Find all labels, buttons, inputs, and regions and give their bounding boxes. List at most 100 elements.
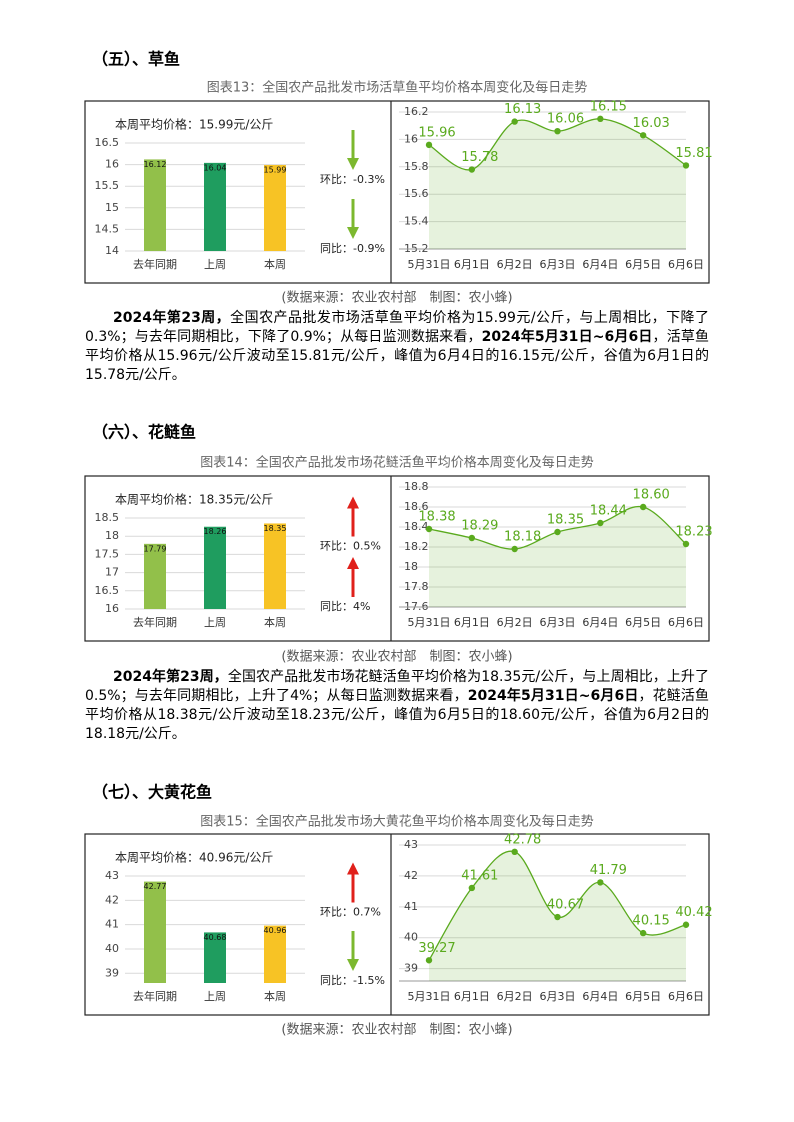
x-tick-label: 6月1日 [454, 990, 490, 1003]
point-label: 18.35 [547, 513, 584, 528]
change-label: 同比：-1.5% [320, 974, 385, 987]
y-tick-label: 42 [404, 869, 418, 882]
area [429, 118, 686, 249]
x-tick-label: 6月1日 [454, 258, 490, 271]
point-label: 18.23 [675, 525, 712, 540]
section-heading: （七）、大黄花鱼 [92, 783, 212, 802]
x-tick-label: 6月6日 [668, 990, 704, 1003]
change-arrow-head [347, 496, 359, 509]
x-tick-label: 6月4日 [582, 616, 618, 629]
change-label: 同比：4% [320, 600, 370, 613]
change-arrow-head [347, 862, 359, 875]
point [468, 166, 476, 173]
bar-value-label: 17.79 [144, 544, 167, 553]
point [468, 534, 476, 542]
point-label: 18.44 [590, 504, 627, 519]
point [468, 884, 476, 892]
bar [204, 162, 226, 251]
figure-caption: 图表14：全国农产品批发市场花鲢活鱼平均价格本周变化及每日走势 [200, 455, 594, 471]
y-tick-label: 18.5 [95, 511, 120, 524]
point [682, 540, 690, 548]
point [554, 127, 561, 135]
change-label: 环比：0.7% [320, 906, 381, 919]
text-run: 全国农产品批发市场活草鱼平均价格为15.99元/公斤，与上周相比，下降了0.3%… [85, 310, 709, 345]
bar [204, 932, 226, 983]
y-tick-label: 17.5 [95, 547, 120, 560]
point-label: 18.60 [633, 488, 670, 503]
bar-value-label: 42.77 [144, 882, 167, 891]
x-tick-label: 6月2日 [497, 258, 533, 271]
x-tick-label: 6月5日 [625, 258, 661, 271]
text-run: 2024年第23周， [113, 310, 231, 326]
point [425, 525, 433, 533]
point-label: 42.78 [504, 832, 541, 847]
point [597, 879, 604, 886]
point [511, 118, 518, 125]
bar [264, 165, 286, 251]
y-tick-label: 18.8 [404, 480, 429, 493]
x-tick-label: 6月5日 [625, 616, 661, 629]
x-tick-label: 6月3日 [540, 258, 576, 271]
x-tick-label: 6月1日 [454, 616, 490, 629]
y-tick-label: 15.4 [404, 215, 429, 228]
point [597, 519, 604, 527]
figure-source: (数据来源：农业农村部 制图：农小蜂) [281, 1023, 512, 1038]
point-label: 18.18 [504, 530, 541, 545]
y-tick-label: 14.5 [95, 222, 120, 235]
y-tick-label: 39 [105, 966, 119, 979]
point [597, 115, 604, 123]
y-tick-label: 17 [105, 566, 119, 579]
point [554, 528, 561, 536]
bar [144, 159, 166, 251]
bar [204, 526, 226, 609]
point [425, 141, 433, 149]
x-tick-label: 上周 [204, 616, 226, 629]
x-tick-label: 6月2日 [497, 990, 533, 1003]
y-tick-label: 40 [105, 942, 119, 955]
change-arrow-head [347, 959, 359, 971]
paragraph: 2024年第23周，全国农产品批发市场花鲢活鱼平均价格为18.35元/公斤，与上… [85, 668, 709, 744]
bar-value-label: 40.68 [204, 933, 227, 942]
y-tick-label: 15 [105, 201, 119, 214]
figure-source: (数据来源：农业农村部 制图：农小蜂) [281, 650, 512, 665]
bar-chart-title: 本周平均价格：15.99元/公斤 [115, 117, 273, 132]
x-tick-label: 本周 [264, 615, 286, 629]
point-label: 18.38 [418, 510, 455, 525]
y-tick-label: 16.2 [404, 105, 429, 118]
y-tick-label: 16 [105, 158, 119, 171]
y-tick-label: 18.6 [404, 500, 429, 513]
text-run: 2024年第23周， [113, 669, 228, 685]
figure-frame [84, 475, 710, 642]
point-label: 16.06 [547, 112, 584, 127]
y-tick-label: 15.6 [404, 187, 429, 200]
point [511, 545, 518, 553]
bar [264, 523, 286, 609]
change-arrow-head [347, 158, 359, 170]
x-tick-label: 6月3日 [540, 990, 576, 1003]
y-tick-label: 15.5 [95, 179, 120, 192]
bar-value-label: 15.99 [264, 166, 287, 175]
point-label: 15.81 [675, 146, 712, 161]
x-tick-label: 本周 [264, 257, 286, 271]
change-label: 环比：-0.3% [320, 173, 385, 186]
point [639, 929, 647, 937]
bar [264, 925, 286, 983]
section-heading: （五）、草鱼 [92, 50, 180, 69]
point-label: 16.15 [590, 99, 627, 114]
x-tick-label: 6月4日 [582, 258, 618, 271]
point-label: 39.27 [418, 941, 455, 956]
point-label: 15.78 [461, 150, 498, 165]
x-tick-label: 6月3日 [540, 616, 576, 629]
y-tick-label: 41 [404, 900, 418, 913]
x-tick-label: 去年同期 [133, 257, 177, 271]
y-tick-label: 17.8 [404, 580, 429, 593]
point-label: 40.15 [633, 914, 670, 929]
bar-chart-title: 本周平均价格：40.96元/公斤 [115, 850, 273, 865]
point [554, 913, 561, 921]
point-label: 18.29 [461, 519, 498, 534]
point [425, 957, 433, 964]
bar [144, 881, 166, 983]
x-tick-label: 6月6日 [668, 258, 704, 271]
bar-chart-title: 本周平均价格：18.35元/公斤 [115, 492, 273, 507]
